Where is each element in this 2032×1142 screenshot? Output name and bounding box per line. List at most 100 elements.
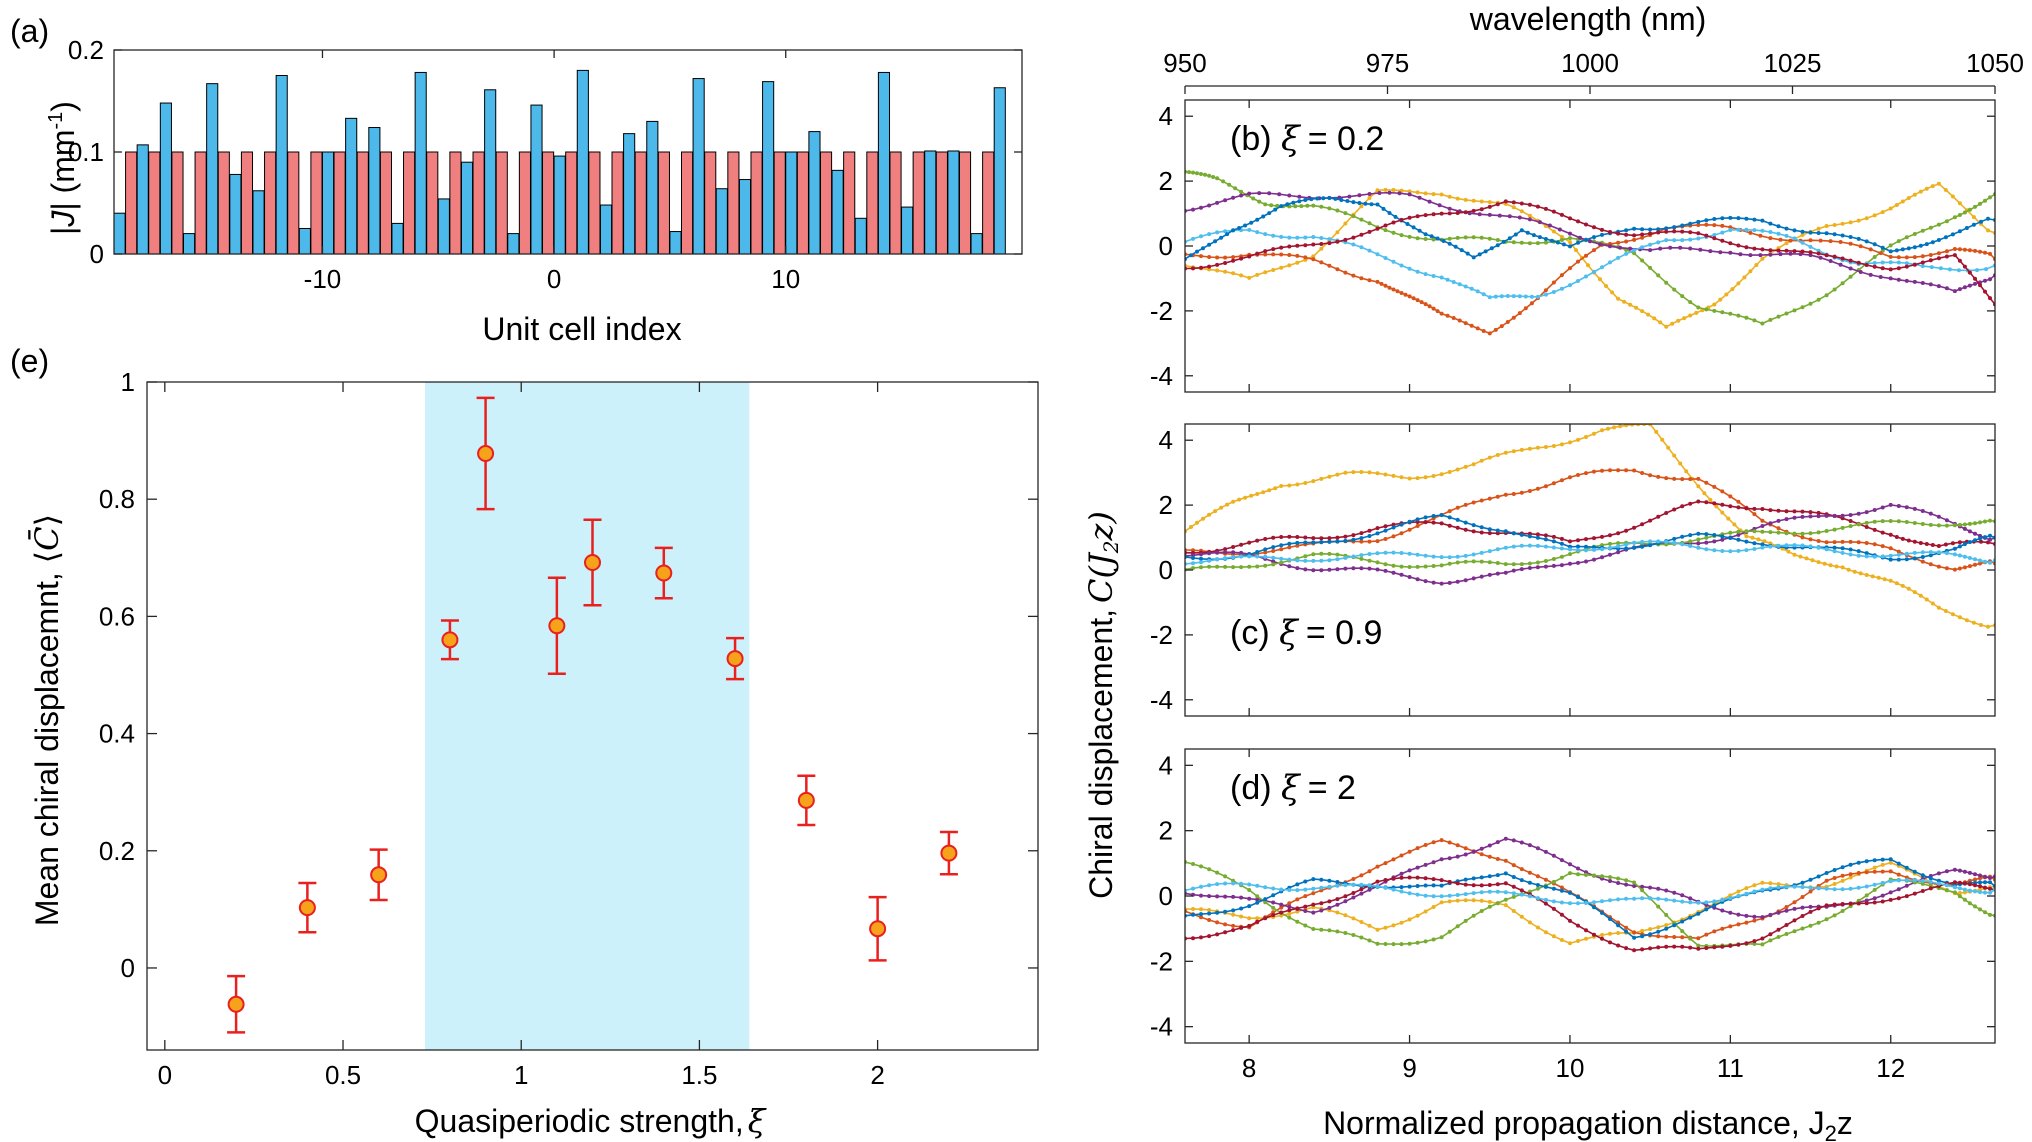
series-point bbox=[1824, 540, 1829, 545]
series-point bbox=[1559, 286, 1564, 291]
series-point bbox=[1551, 229, 1556, 234]
series-point bbox=[1519, 209, 1524, 214]
series-point bbox=[1752, 889, 1757, 894]
series-point bbox=[1952, 215, 1957, 220]
series-point bbox=[1535, 565, 1540, 570]
series-point bbox=[1511, 562, 1516, 567]
series-point bbox=[1551, 934, 1556, 939]
series-point bbox=[1471, 891, 1476, 896]
series-point bbox=[1199, 935, 1203, 940]
series-point bbox=[1944, 286, 1949, 291]
series-point bbox=[1920, 889, 1925, 893]
series-point bbox=[1319, 908, 1324, 913]
series-point bbox=[1824, 878, 1829, 883]
series-point bbox=[1962, 881, 1967, 886]
series-point bbox=[1375, 567, 1380, 572]
series-point bbox=[1279, 547, 1284, 552]
series-point bbox=[1720, 502, 1725, 507]
series-point bbox=[1832, 913, 1837, 918]
series-point bbox=[1471, 529, 1476, 534]
series-point bbox=[1748, 230, 1753, 235]
series-point bbox=[1576, 923, 1580, 928]
series-point bbox=[1519, 240, 1524, 245]
series-point bbox=[1936, 881, 1941, 886]
series-point bbox=[1231, 565, 1236, 570]
series-point bbox=[1271, 910, 1276, 915]
series-point bbox=[1295, 535, 1300, 539]
series-point bbox=[1519, 892, 1524, 897]
series-point bbox=[1399, 942, 1404, 947]
series-point bbox=[1736, 281, 1741, 286]
series-point bbox=[1249, 493, 1254, 498]
series-point bbox=[1896, 255, 1901, 260]
series-point bbox=[1888, 860, 1893, 865]
series-point bbox=[1321, 196, 1326, 201]
series-point bbox=[1688, 300, 1693, 305]
series-point bbox=[1768, 530, 1773, 535]
series-point bbox=[1856, 522, 1861, 527]
panel-e-ytick-label: 0.2 bbox=[99, 836, 135, 866]
series-point bbox=[1712, 217, 1717, 221]
series-point bbox=[1818, 255, 1823, 260]
series-point bbox=[1920, 228, 1925, 233]
series-point bbox=[1287, 557, 1292, 562]
series-point bbox=[1678, 245, 1683, 250]
series-point bbox=[1930, 184, 1935, 189]
series-point bbox=[1303, 558, 1308, 563]
series-point bbox=[1423, 520, 1428, 525]
series-point bbox=[1239, 273, 1244, 278]
series-point bbox=[1848, 241, 1853, 246]
series-point bbox=[1537, 235, 1542, 240]
series-point bbox=[1568, 862, 1572, 867]
bar-a-j1--10 bbox=[310, 151, 323, 255]
series-point bbox=[1712, 484, 1717, 489]
series-point bbox=[1800, 926, 1805, 931]
series-point bbox=[1559, 858, 1564, 863]
series-point bbox=[1928, 253, 1933, 257]
series-point bbox=[1808, 889, 1813, 894]
series-point bbox=[1463, 882, 1468, 887]
series-point bbox=[1720, 944, 1725, 949]
series-point bbox=[1784, 543, 1789, 548]
series-point bbox=[1848, 513, 1853, 517]
series-point bbox=[1900, 247, 1905, 252]
series-point bbox=[1900, 536, 1905, 541]
series-point bbox=[1656, 929, 1661, 934]
series-point bbox=[1423, 302, 1428, 307]
series-point bbox=[1391, 259, 1396, 264]
series-point bbox=[1640, 544, 1645, 549]
bar-a-j2-10 bbox=[785, 151, 798, 255]
series-point bbox=[1584, 471, 1588, 476]
series-point bbox=[1978, 907, 1982, 912]
series-point bbox=[1944, 566, 1949, 571]
series-point bbox=[1832, 882, 1837, 886]
series-point bbox=[1848, 862, 1853, 867]
series-point bbox=[1423, 843, 1428, 847]
series-point bbox=[1880, 245, 1885, 250]
series-point bbox=[1848, 539, 1853, 544]
series-point bbox=[1872, 887, 1877, 892]
series-point bbox=[1912, 262, 1917, 267]
series-point bbox=[1233, 186, 1238, 191]
series-point bbox=[1511, 294, 1516, 299]
series-point bbox=[1487, 455, 1492, 460]
series-point bbox=[1654, 429, 1659, 434]
series-point bbox=[1287, 483, 1292, 488]
series-point bbox=[1962, 554, 1967, 559]
series-point bbox=[1445, 313, 1450, 318]
series-point bbox=[1439, 311, 1444, 316]
series-point bbox=[1463, 559, 1468, 564]
series-point bbox=[1986, 228, 1990, 233]
series-point bbox=[1487, 549, 1492, 554]
series-point bbox=[1983, 880, 1987, 885]
series-point bbox=[1920, 555, 1925, 559]
series-point bbox=[1359, 553, 1364, 558]
series-point bbox=[1967, 270, 1972, 275]
series-point bbox=[1225, 232, 1230, 237]
xtick-label: 8 bbox=[1242, 1053, 1256, 1083]
series-point bbox=[1383, 528, 1388, 533]
series-point bbox=[1973, 557, 1977, 562]
series-point bbox=[1624, 925, 1629, 930]
panel-e-xtick-label: 0.5 bbox=[325, 1060, 361, 1090]
series-point bbox=[1287, 263, 1292, 268]
